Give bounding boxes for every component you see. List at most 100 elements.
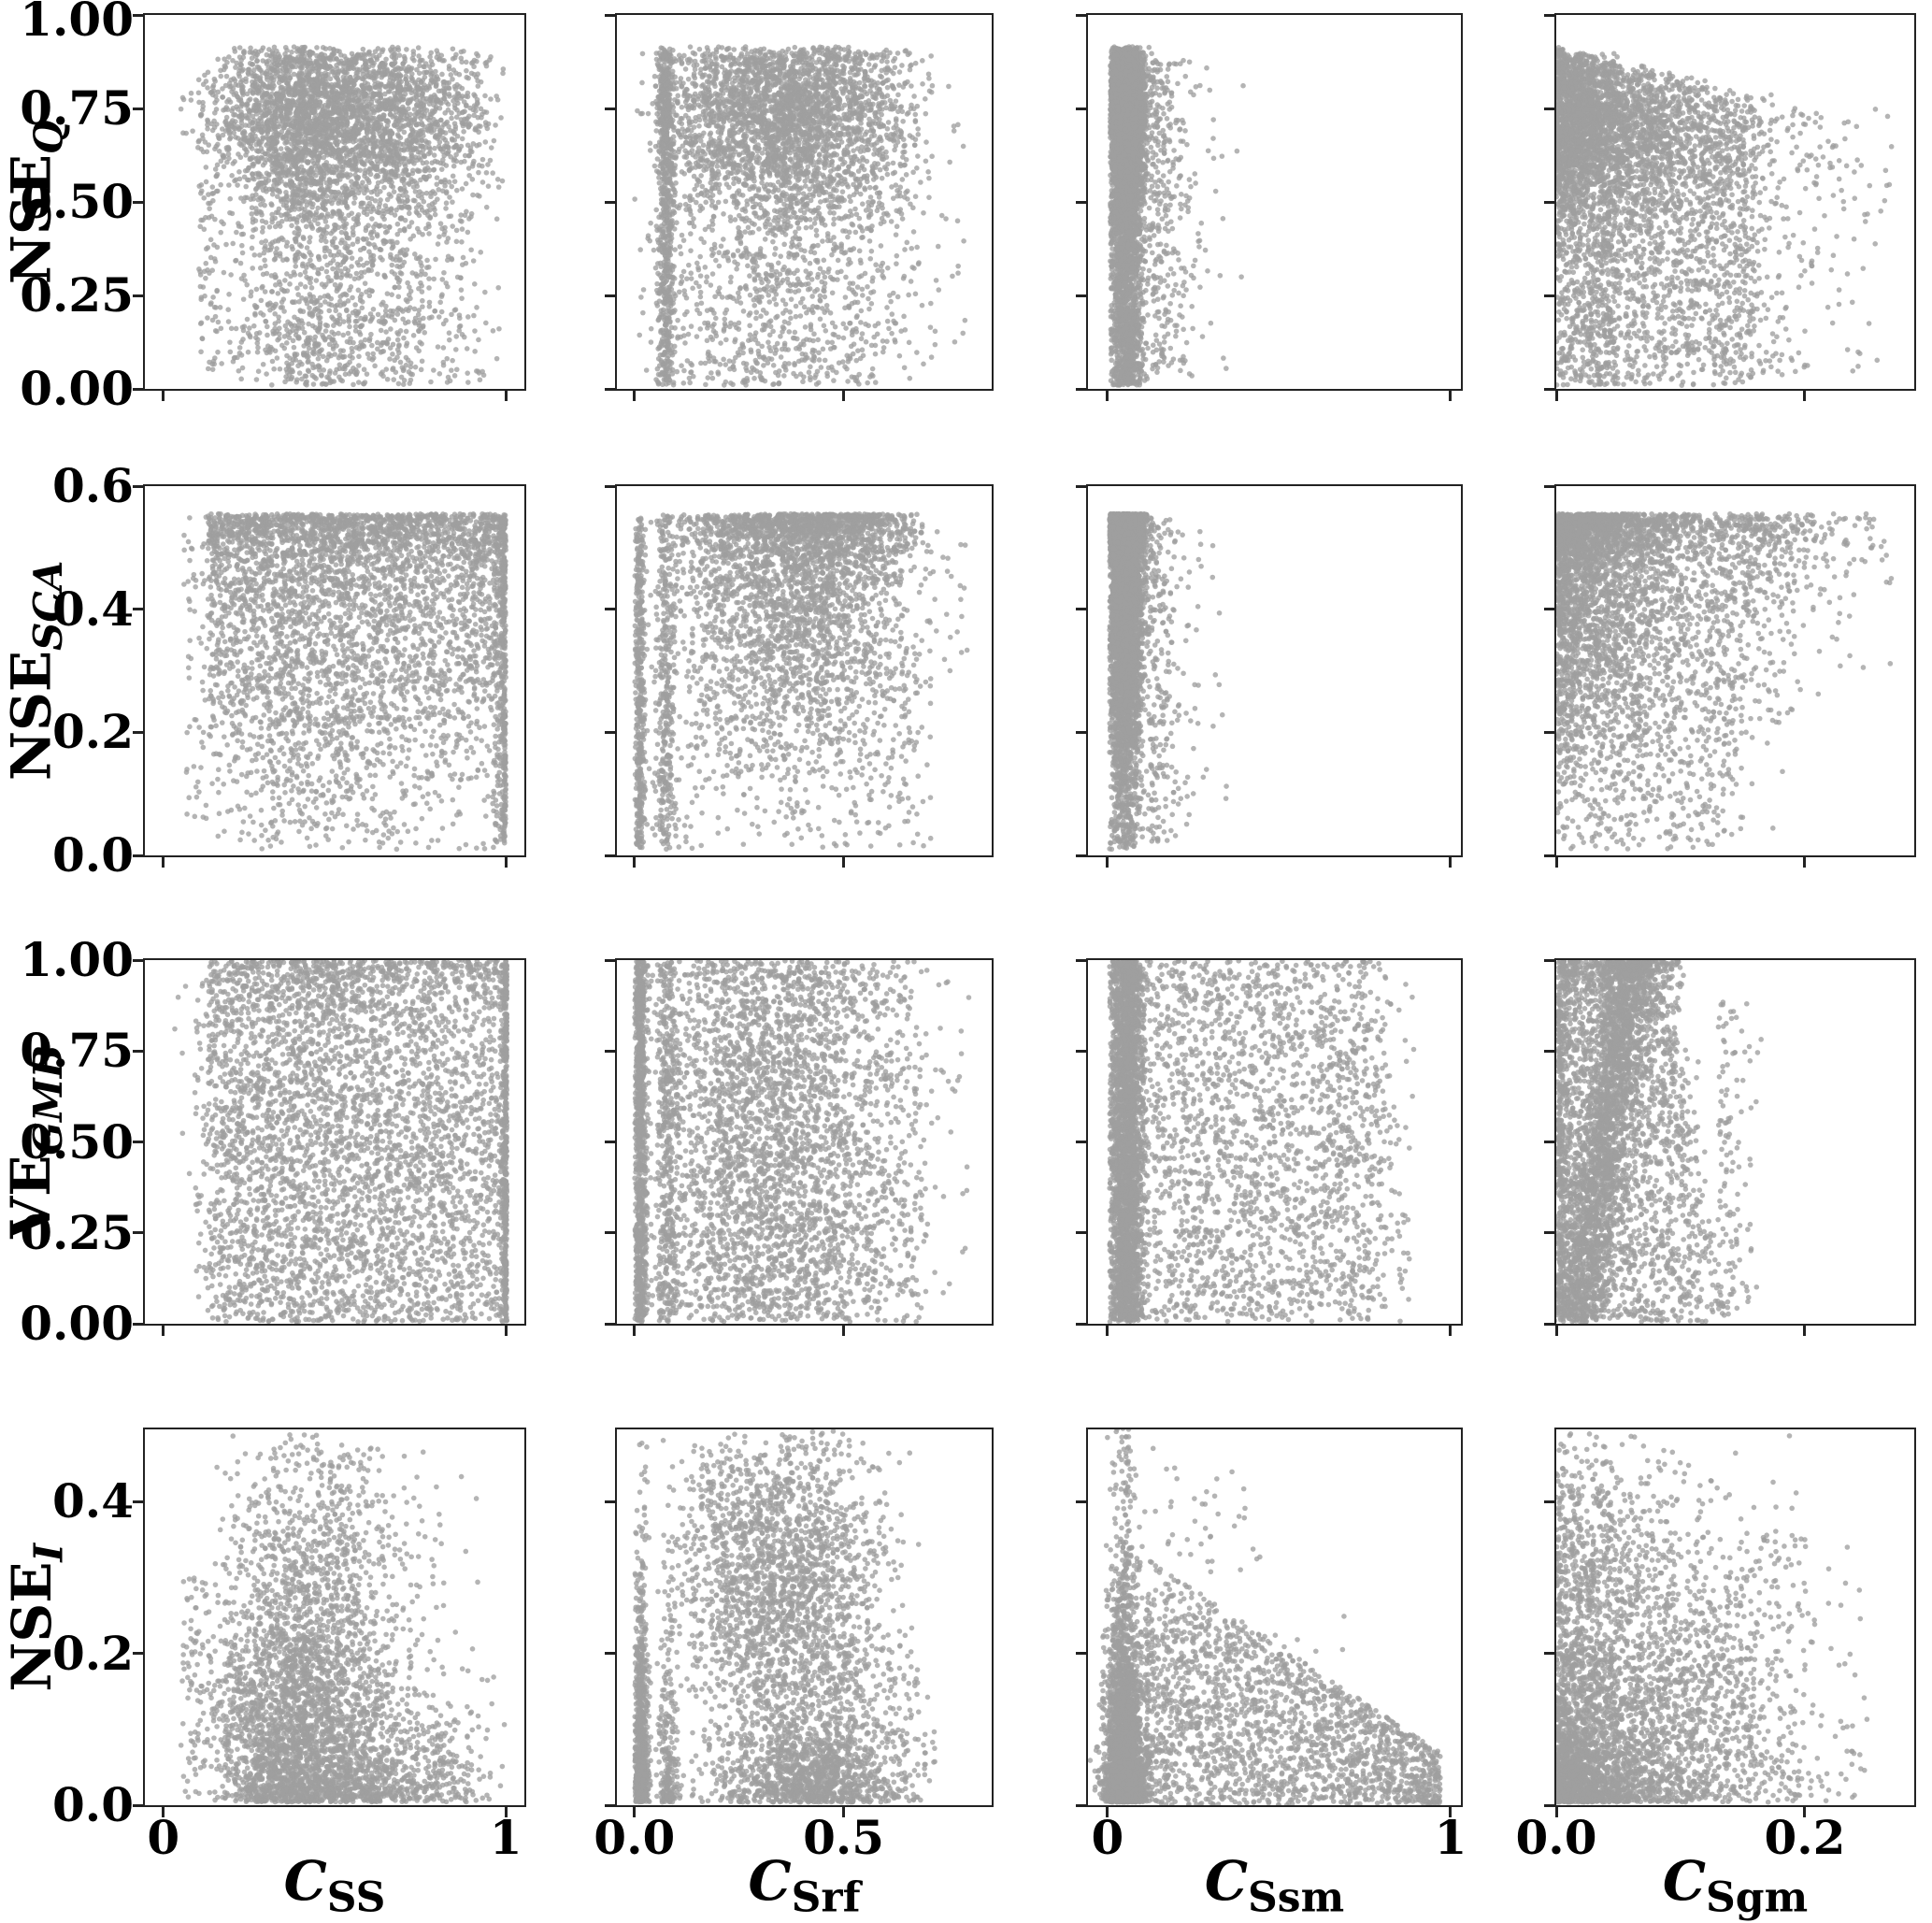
y-tick-mark: [1076, 1141, 1086, 1143]
y-tick-mark: [1076, 13, 1086, 17]
param-subscript: Srf: [791, 1873, 861, 1922]
y-tick-label: 0.2: [52, 1625, 134, 1681]
y-tick-label: 0.50: [20, 1113, 134, 1170]
scatter-canvas: [617, 960, 992, 1324]
x-tick-mark: [1106, 1326, 1109, 1336]
x-tick-mark: [1803, 1326, 1807, 1336]
x-tick-mark: [1449, 1326, 1453, 1336]
y-tick-label: 0.00: [20, 361, 134, 416]
scatter-panel-r0c1: [615, 13, 994, 391]
y-tick-mark: [605, 608, 615, 611]
y-tick-mark: [1544, 387, 1554, 391]
scatter-canvas: [1556, 486, 1914, 855]
y-tick-mark: [1076, 1049, 1086, 1053]
scatter-panel-r3c2: [1086, 1428, 1463, 1807]
y-tick-mark: [133, 107, 143, 110]
x-tick-mark: [1449, 391, 1453, 401]
x-tick-mark: [1554, 1807, 1558, 1817]
y-tick-mark: [1076, 958, 1086, 962]
x-tick-mark: [162, 1807, 165, 1817]
scatter-panel-r0c0: [143, 13, 526, 391]
y-tick-mark: [133, 1803, 143, 1807]
y-tick-mark: [605, 730, 615, 734]
y-tick-mark: [133, 484, 143, 488]
param-subscript: SS: [326, 1873, 386, 1922]
scatter-panel-r2c3: [1554, 958, 1916, 1326]
scatter-canvas: [1556, 960, 1914, 1324]
scatter-canvas: [1088, 486, 1461, 855]
y-tick-mark: [1544, 1322, 1554, 1326]
y-tick-label: 0.2: [52, 704, 134, 760]
y-tick-mark: [1076, 730, 1086, 734]
x-tick-mark: [1803, 391, 1807, 401]
x-tick-mark: [504, 1807, 508, 1817]
y-tick-label: 1.00: [20, 0, 134, 47]
x-tick-mark: [1803, 1807, 1807, 1817]
y-tick-mark: [1076, 1322, 1086, 1326]
x-tick-mark: [633, 1807, 637, 1817]
y-tick-mark: [133, 387, 143, 391]
y-tick-label: 1.00: [20, 932, 134, 987]
y-tick-mark: [133, 13, 143, 17]
y-tick-mark: [605, 294, 615, 297]
y-tick-mark: [1076, 1500, 1086, 1503]
x-tick-label: 1: [1434, 1810, 1467, 1865]
x-tick-mark: [1554, 857, 1558, 868]
y-tick-label: 0.0: [52, 827, 134, 883]
x-axis-label-c-sgm: CSgm: [1554, 1854, 1916, 1922]
scatter-canvas: [1556, 15, 1914, 389]
x-tick-label: 0: [1091, 1810, 1124, 1865]
y-tick-mark: [133, 1141, 143, 1143]
y-tick-mark: [1076, 107, 1086, 110]
x-tick-mark: [633, 857, 637, 868]
y-tick-mark: [605, 854, 615, 857]
y-tick-mark: [1076, 1803, 1086, 1807]
param-name: C: [283, 1849, 327, 1913]
x-tick-mark: [633, 1326, 637, 1336]
y-tick-mark: [605, 1141, 615, 1143]
x-tick-mark: [1554, 391, 1558, 401]
scatter-canvas: [1556, 1429, 1914, 1805]
y-tick-mark: [605, 1049, 615, 1053]
x-tick-label: 0.0: [594, 1810, 676, 1865]
y-tick-mark: [605, 1231, 615, 1235]
y-tick-mark: [1076, 608, 1086, 611]
scatter-canvas: [145, 960, 524, 1324]
scatter-panel-r3c0: [143, 1428, 526, 1807]
y-tick-mark: [605, 200, 615, 204]
y-tick-label: 0.4: [52, 1473, 134, 1529]
y-tick-mark: [133, 1652, 143, 1656]
x-tick-mark: [162, 391, 165, 401]
scatter-canvas: [145, 486, 524, 855]
x-axis-label-c-ss: CSS: [143, 1854, 526, 1922]
x-tick-label: 1: [489, 1810, 522, 1865]
y-axis-label-nse-sca: NSESCA: [0, 484, 71, 857]
scatter-canvas: [145, 1429, 524, 1805]
x-tick-label: 0.5: [803, 1810, 885, 1865]
scatter-canvas: [1088, 960, 1461, 1324]
y-tick-mark: [605, 13, 615, 17]
y-tick-mark: [133, 608, 143, 611]
scatter-panel-r1c3: [1554, 484, 1916, 857]
x-tick-mark: [1449, 857, 1453, 868]
y-tick-mark: [1544, 107, 1554, 110]
x-tick-mark: [504, 857, 508, 868]
x-tick-mark: [633, 391, 637, 401]
y-tick-mark: [605, 1500, 615, 1503]
x-tick-label: 0: [147, 1810, 180, 1865]
y-tick-label: 0.50: [20, 174, 134, 229]
y-tick-mark: [1544, 1231, 1554, 1235]
y-tick-mark: [133, 294, 143, 297]
scatter-canvas: [617, 486, 992, 855]
x-tick-mark: [162, 1326, 165, 1336]
param-name: C: [1204, 1849, 1249, 1913]
x-tick-mark: [1106, 391, 1109, 401]
y-tick-mark: [1076, 200, 1086, 204]
y-tick-label: 0.0: [52, 1777, 134, 1832]
y-tick-mark: [1544, 854, 1554, 857]
scatter-panel-r0c2: [1086, 13, 1463, 391]
x-tick-mark: [1106, 1807, 1109, 1817]
x-tick-mark: [1106, 857, 1109, 868]
y-tick-mark: [1076, 1652, 1086, 1656]
